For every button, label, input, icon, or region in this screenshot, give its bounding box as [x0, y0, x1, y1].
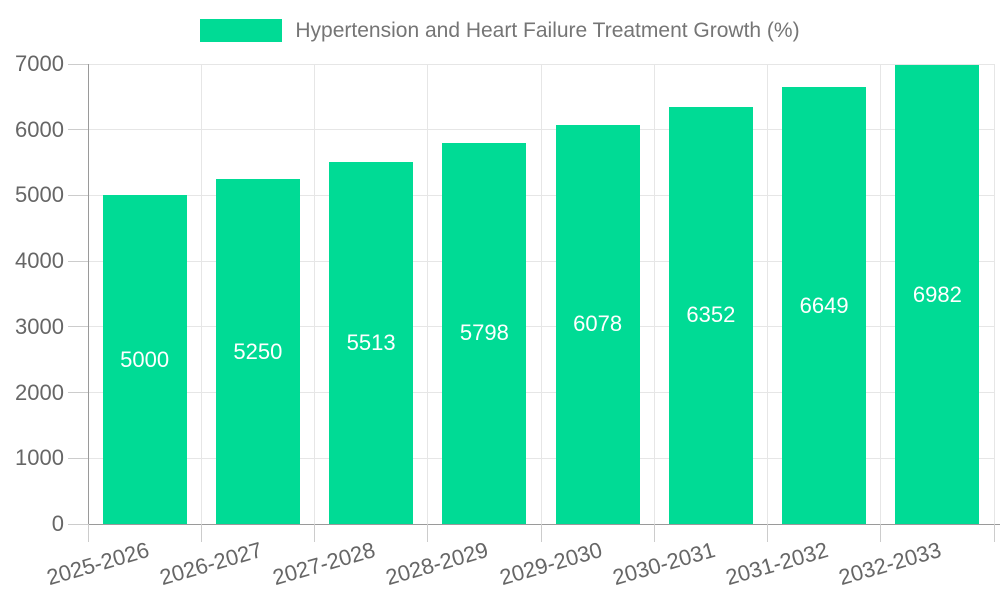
x-axis-tick: [200, 524, 202, 542]
x-axis-tick: [314, 524, 315, 542]
x-axis-line: [88, 524, 1000, 525]
bar-value-label: 5798: [459, 320, 509, 346]
v-gridline: [767, 64, 768, 524]
bar-value-label: 6352: [686, 302, 736, 328]
x-axis-tick: [880, 524, 882, 542]
y-axis-tick: [68, 194, 88, 196]
bar: [442, 143, 527, 524]
y-axis-tick: [68, 523, 88, 525]
chart-legend[interactable]: Hypertension and Heart Failure Treatment…: [0, 19, 1000, 42]
v-gridline: [653, 64, 655, 524]
x-axis-tick: [653, 524, 655, 542]
legend-label: Hypertension and Heart Failure Treatment…: [295, 19, 800, 42]
v-gridline: [314, 64, 315, 524]
plot-area: 5000 5250 5513 5798 6078 6352 6649 6982: [88, 63, 995, 524]
y-axis-label: 4000: [15, 248, 64, 274]
v-gridline: [540, 64, 542, 524]
v-gridline: [427, 64, 429, 524]
y-axis-tick: [68, 457, 88, 459]
y-axis-tick: [68, 129, 88, 131]
bar-value-label: 6982: [912, 281, 962, 307]
y-axis-tick: [68, 63, 88, 65]
y-axis-label: 7000: [15, 51, 64, 76]
y-axis-label: 6000: [15, 116, 64, 142]
bar-value-label: 6649: [799, 292, 849, 318]
x-axis-tick: [87, 524, 89, 542]
bar: [555, 124, 640, 524]
v-gridline: [200, 64, 202, 524]
y-axis-tick: [68, 260, 88, 262]
y-axis-tick: [68, 326, 88, 328]
y-axis-label: 0: [51, 511, 64, 536]
bar: [782, 87, 867, 524]
x-axis-tick: [993, 524, 995, 542]
y-axis-label: 3000: [15, 313, 64, 339]
x-axis-tick: [427, 524, 429, 542]
y-axis-label: 2000: [15, 379, 64, 405]
bar: [895, 65, 980, 524]
y-axis-tick: [68, 392, 88, 394]
bar-value-label: 5513: [346, 329, 396, 355]
v-gridline: [880, 64, 882, 524]
bar: [215, 179, 300, 524]
y-axis-label: 1000: [15, 445, 64, 471]
bar: [102, 195, 187, 524]
bar: [329, 161, 414, 524]
bar-value-label: 5000: [120, 346, 170, 372]
y-axis-line: [88, 64, 89, 524]
v-gridline: [993, 64, 995, 524]
x-axis-tick: [767, 524, 768, 542]
y-axis-label: 5000: [15, 182, 64, 208]
x-axis-tick: [540, 524, 542, 542]
bar: [668, 106, 753, 524]
bar-value-label: 5250: [233, 338, 283, 364]
bar-value-label: 6078: [573, 311, 623, 337]
legend-swatch: [200, 19, 283, 42]
